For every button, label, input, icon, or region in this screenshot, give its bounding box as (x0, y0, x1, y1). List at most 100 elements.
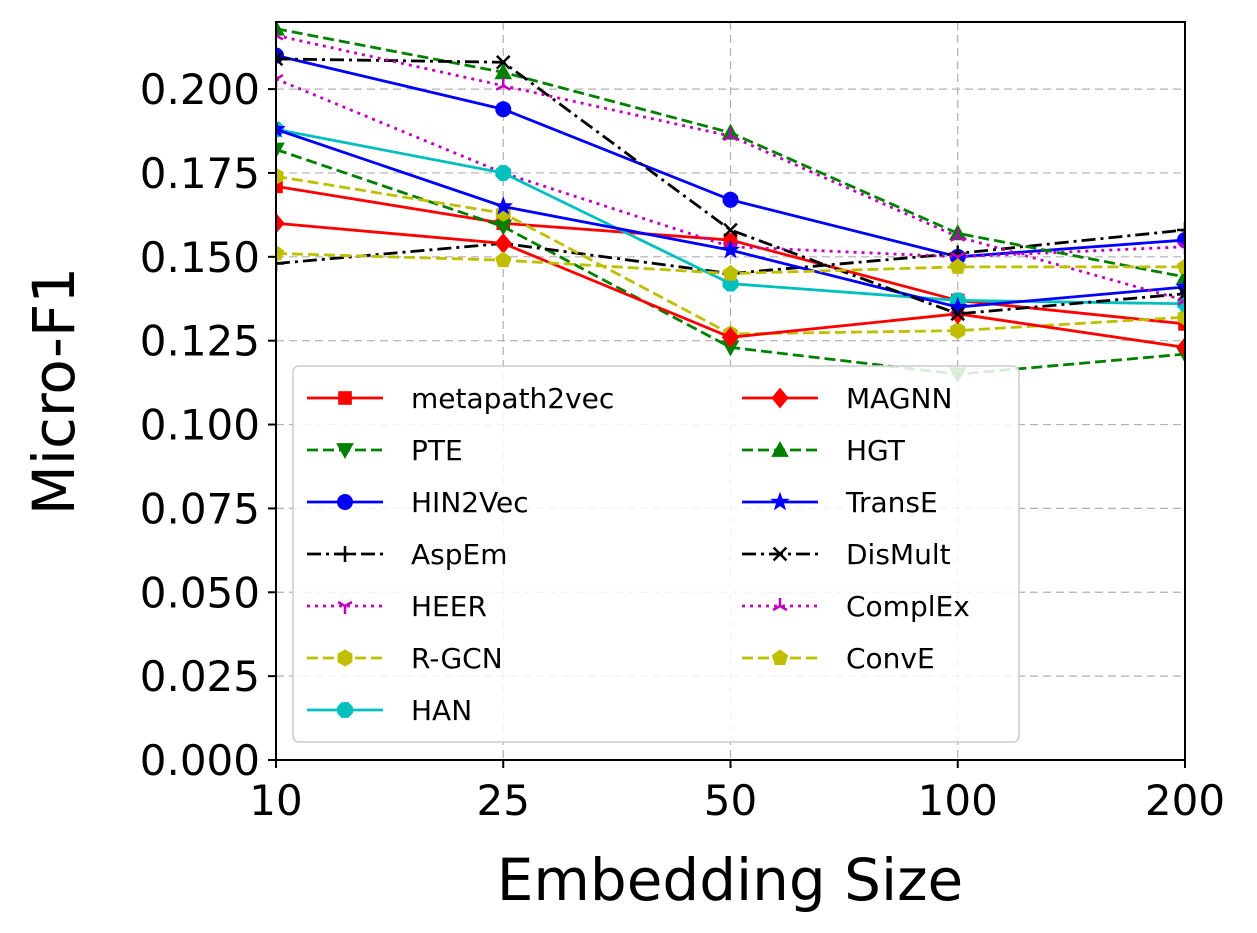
legend-marker (772, 546, 788, 562)
legend-item: HGT (742, 434, 906, 467)
legend-marker (337, 494, 353, 510)
legend-marker (772, 598, 788, 612)
y-tick-label: 0.050 (140, 568, 260, 617)
data-point (276, 73, 284, 88)
y-axis-title: Micro-F1 (20, 267, 88, 515)
data-point (276, 142, 285, 159)
data-point (950, 322, 966, 340)
data-point (950, 228, 966, 242)
legend-box (292, 365, 1020, 743)
legend-item: HIN2Vec (307, 486, 529, 519)
y-tick-label: 0.075 (140, 484, 260, 533)
data-point (722, 264, 739, 281)
legend-item: AspEm (307, 538, 507, 571)
legend-label: ComplEx (846, 590, 970, 623)
legend-label: HGT (846, 434, 906, 467)
legend-label: ConvE (846, 642, 935, 675)
y-tick-label: 0.000 (140, 736, 260, 785)
legend-item: metapath2vec (307, 382, 614, 415)
legend-marker (337, 600, 353, 614)
data-point (1177, 308, 1185, 326)
data-point (495, 251, 512, 268)
data-point (1176, 258, 1185, 274)
legend-item: ConvE (742, 642, 935, 675)
x-tick-label: 100 (918, 776, 998, 825)
data-point (276, 167, 284, 185)
ticks: 0.000 0.025 0.050 0.075 0.100 0.125 0.150 0.175… (140, 65, 1225, 825)
data-point (1178, 317, 1185, 331)
legend-item: HEER (307, 590, 487, 623)
y-tick-label: 0.200 (140, 65, 260, 114)
data-point (1177, 292, 1185, 306)
legend-label: PTE (411, 434, 463, 467)
x-tick-label: 50 (704, 776, 757, 825)
data-point (949, 258, 966, 274)
x-tick-label: 10 (249, 776, 302, 825)
data-point (495, 101, 512, 118)
legend-label: HIN2Vec (411, 486, 529, 519)
legend-marker (337, 649, 353, 667)
legend-label: metapath2vec (411, 382, 614, 415)
legend-item: ComplEx (742, 590, 970, 623)
data-point (276, 22, 285, 36)
data-point (276, 212, 285, 234)
legend-item: MAGNN (742, 382, 952, 415)
data-point (495, 165, 512, 181)
series-layer (276, 22, 1185, 384)
legend-label: HEER (411, 590, 487, 623)
series-line (276, 228, 1185, 275)
legend-marker (337, 702, 353, 718)
data-point (721, 326, 740, 348)
legend-label: R-GCN (411, 642, 503, 675)
legend-marker (771, 440, 789, 457)
data-point (495, 54, 511, 70)
data-point (722, 191, 739, 208)
legend-label: AspEm (411, 538, 507, 571)
y-tick-label: 0.100 (140, 401, 260, 450)
legend-label: TransE (845, 486, 938, 519)
y-tick-label: 0.125 (140, 317, 260, 366)
legend-item: TransE (742, 486, 938, 519)
data-point (947, 296, 968, 316)
data-point (1177, 241, 1185, 255)
series-conve (276, 244, 1185, 281)
legend: metapath2vec PTE HIN2Vec AspEm HEER R-GCN HAN M… (292, 365, 1020, 743)
legend-marker (771, 649, 789, 665)
legend-label: DisMult (846, 538, 951, 571)
data-point (950, 306, 966, 322)
legend-item: HAN (307, 694, 472, 727)
data-point (1177, 221, 1185, 238)
legend-item: PTE (307, 434, 463, 467)
x-tick-label: 25 (477, 776, 530, 825)
data-point (495, 77, 511, 91)
x-axis-title: Embedding Size (497, 846, 963, 914)
data-point (276, 244, 285, 261)
x-tick-label: 200 (1145, 776, 1225, 825)
series-transe (276, 119, 1185, 316)
legend-marker (770, 491, 790, 511)
data-point (276, 179, 283, 194)
y-tick-label: 0.175 (140, 149, 260, 198)
data-point (276, 27, 284, 41)
legend-marker (338, 391, 352, 405)
data-point (1176, 337, 1185, 358)
y-tick-label: 0.150 (140, 233, 260, 282)
legend-item: DisMult (742, 538, 951, 571)
legend-marker (336, 443, 354, 460)
data-point (722, 128, 739, 142)
series-dismult (276, 51, 1185, 322)
legend-marker (337, 546, 353, 562)
data-point (493, 196, 514, 215)
legend-marker (771, 387, 789, 409)
legend-label: MAGNN (846, 382, 952, 415)
data-point (276, 255, 284, 272)
legend-item: R-GCN (307, 642, 503, 675)
data-point (720, 239, 741, 259)
data-point (276, 119, 286, 138)
legend-label: HAN (411, 694, 472, 727)
data-point (276, 51, 284, 67)
y-tick-label: 0.025 (140, 652, 260, 701)
data-point (723, 222, 738, 238)
series-complex (276, 27, 1185, 306)
